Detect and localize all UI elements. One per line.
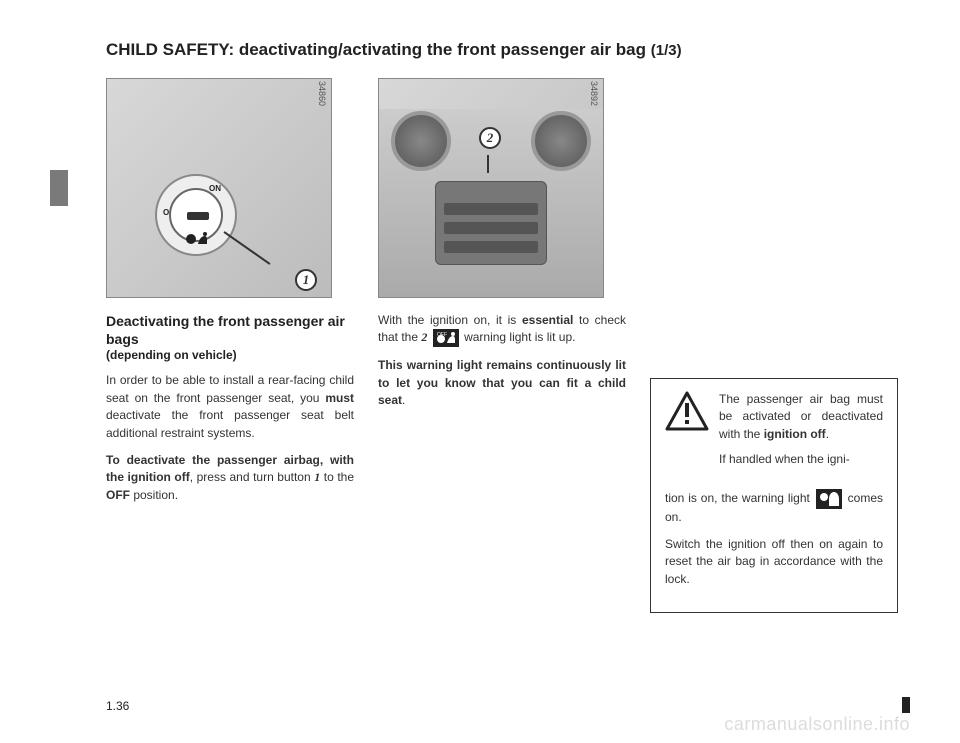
- callout-line: [223, 231, 270, 265]
- text: tion is on, the warning light: [665, 491, 814, 505]
- column-2: 34892 2 With the ignition on, it is esse…: [378, 78, 626, 613]
- title-main: CHILD SAFETY: deactivating/activating th…: [106, 40, 646, 59]
- dial-slot: [187, 212, 209, 220]
- callout-2: 2: [479, 127, 501, 149]
- radio-row: [444, 203, 538, 215]
- airbag-warning-icon: [816, 489, 842, 509]
- text: position.: [130, 488, 178, 502]
- text: In order to be able to install a rear-fa…: [106, 373, 354, 404]
- body-para: With the ignition on, it is essential to…: [378, 312, 626, 347]
- text: , press and turn button: [190, 470, 314, 484]
- section-heading: Deactivating the front passenger air bag…: [106, 312, 354, 348]
- vent-left: [391, 111, 451, 171]
- radio-row: [444, 241, 538, 253]
- figure-dashboard: 34892 2: [378, 78, 604, 298]
- body-para: To deactivate the passenger airbag, with…: [106, 452, 354, 504]
- content-columns: 34860 ON OFF 1 Deactivating the front pa…: [70, 78, 910, 613]
- page-title: CHILD SAFETY: deactivating/activating th…: [70, 40, 910, 60]
- warning-text: The passenger air bag must be activated …: [719, 391, 883, 479]
- svg-text:OFF: OFF: [437, 332, 447, 338]
- watermark: carmanualsonline.info: [724, 714, 910, 735]
- radio-rows: [444, 200, 538, 256]
- title-continuation: (1/3): [651, 42, 682, 59]
- figure-id: 34860: [317, 81, 327, 106]
- radio-row: [444, 222, 538, 234]
- warning-box: The passenger air bag must be activated …: [650, 378, 898, 613]
- crop-mark: [902, 697, 910, 713]
- text: If handled when the igni-: [719, 451, 883, 468]
- warning-top: The passenger air bag must be activated …: [665, 391, 883, 479]
- vent-right: [531, 111, 591, 171]
- warning-text: tion is on, the warning light comes on.: [665, 489, 883, 526]
- ref: 2: [421, 331, 427, 345]
- text: warning light is lit up.: [464, 331, 575, 345]
- column-3: The passenger air bag must be activated …: [650, 78, 898, 613]
- text: deactivate the front passenger seat belt…: [106, 408, 354, 439]
- body-para: In order to be able to install a rear-fa…: [106, 372, 354, 442]
- text: .: [826, 427, 829, 441]
- column-1: 34860 ON OFF 1 Deactivating the front pa…: [106, 78, 354, 613]
- text-bold: must: [325, 391, 354, 405]
- text: With the ignition on, it is: [378, 313, 522, 327]
- body-para: This warning light remains continuously …: [378, 357, 626, 409]
- airbag-icon: [185, 230, 209, 248]
- callout-line: [487, 155, 489, 173]
- text-bold: essential: [522, 313, 573, 327]
- callout-1: 1: [295, 269, 317, 291]
- text-bold: OFF: [106, 488, 130, 502]
- figure-airbag-switch: 34860 ON OFF 1: [106, 78, 332, 298]
- text-bold: This warning light remains continuously …: [378, 358, 626, 407]
- text: to the: [320, 470, 354, 484]
- page-number: 1.36: [106, 699, 129, 713]
- airbag-off-warning-icon: OFF: [433, 329, 459, 347]
- section-subheading: (depending on vehicle): [106, 348, 354, 362]
- airbag-dial: ON OFF: [155, 174, 237, 256]
- warning-triangle-icon: [665, 391, 709, 431]
- center-stack: [435, 181, 547, 265]
- section-tab: [50, 170, 68, 206]
- figure-id: 34892: [589, 81, 599, 106]
- warning-text: Switch the ignition off then on again to…: [665, 536, 883, 588]
- text-bold: ignition off: [764, 427, 826, 441]
